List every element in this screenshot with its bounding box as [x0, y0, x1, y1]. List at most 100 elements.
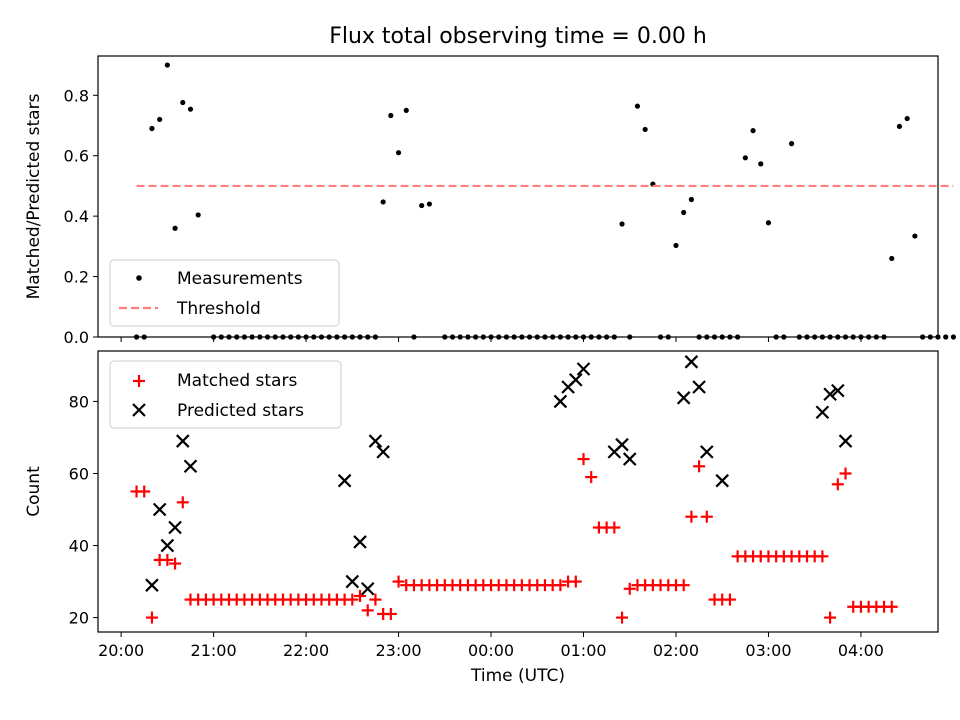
measurement-point	[781, 334, 787, 340]
measurement-point	[542, 334, 548, 340]
measurement-point	[950, 334, 957, 340]
legend-frame	[109, 360, 342, 429]
predicted-star-point	[168, 520, 182, 535]
measurement-point	[919, 334, 926, 340]
measurement-point	[326, 334, 332, 340]
x-tick-label: 00:00	[468, 641, 514, 660]
measurement-point	[157, 116, 163, 123]
measurement-point	[349, 334, 355, 340]
axes-frame	[97, 55, 939, 338]
measurement-point	[765, 220, 772, 226]
measurement-point	[580, 334, 587, 340]
predicted-star-point	[553, 394, 568, 409]
x-tick-label: 22:00	[283, 641, 329, 660]
measurement-point	[719, 334, 725, 340]
measurement-point	[896, 123, 903, 130]
legend-matched-marker	[133, 375, 145, 387]
matched-star-point	[677, 579, 690, 592]
x-tick-label: 21:00	[191, 641, 237, 660]
measurement-point	[149, 125, 155, 132]
legend-threshold-label: Threshold	[176, 299, 261, 319]
measurement-point	[758, 161, 764, 167]
predicted-star-point	[692, 380, 706, 394]
matched-star-point	[169, 557, 182, 570]
measurement-point	[927, 334, 933, 340]
predicted-star-point	[684, 355, 699, 369]
predicted-star-point	[337, 473, 352, 488]
x-tick-label: 20:00	[98, 641, 144, 660]
measurement-point	[943, 334, 949, 340]
axes-frame	[97, 350, 939, 633]
measurement-point	[180, 99, 186, 106]
matched-star-point	[161, 553, 174, 566]
measurement-point	[681, 209, 687, 216]
measurement-point	[804, 334, 810, 340]
measurement-point	[388, 112, 394, 119]
predicted-star-point	[576, 362, 591, 376]
measurement-point	[673, 242, 679, 249]
measurement-point	[866, 334, 872, 340]
predicted-star-point	[700, 445, 714, 459]
measurement-point	[858, 334, 864, 340]
matched-star-point	[138, 485, 151, 498]
measurement-point	[519, 334, 525, 340]
measurement-point	[380, 199, 386, 205]
measurement-point	[634, 103, 641, 109]
predicted-star-point	[815, 405, 830, 420]
predicted-star-point	[823, 387, 837, 402]
measurement-point	[711, 334, 718, 340]
measurement-point	[588, 334, 594, 340]
predicted-star-point	[175, 434, 190, 448]
measurement-point	[688, 196, 694, 203]
matched-star-point	[693, 460, 706, 473]
predicted-star-point	[676, 391, 691, 405]
measurement-point	[488, 334, 494, 340]
predicted-star-point	[145, 578, 159, 592]
measurement-point	[372, 334, 379, 340]
measurement-point	[619, 221, 625, 227]
predicted-star-point	[715, 473, 729, 488]
measurement-point	[503, 334, 510, 340]
predicted-star-point	[152, 502, 167, 517]
measurement-point	[557, 334, 563, 340]
measurement-point	[234, 334, 240, 340]
measurement-point	[187, 106, 194, 112]
predicted-star-point	[160, 538, 175, 553]
measurement-point	[226, 334, 232, 340]
measurement-point	[288, 334, 294, 340]
predicted-star-point	[838, 434, 853, 448]
matched-star-point	[176, 496, 189, 509]
measurement-point	[788, 141, 795, 147]
y-tick-label: 0.8	[64, 86, 89, 105]
measurement-point	[496, 334, 502, 340]
predicted-star-point	[831, 383, 845, 398]
measurement-point	[164, 62, 170, 68]
y-tick-label: 60	[69, 464, 89, 483]
matched-star-point	[577, 453, 590, 466]
measurement-point	[210, 334, 217, 340]
matched-star-point	[346, 593, 359, 606]
measurement-point	[218, 334, 224, 340]
predicted-star-point	[353, 535, 367, 549]
measurement-point	[195, 212, 201, 218]
measurement-point	[365, 334, 371, 340]
measurement-point	[657, 334, 664, 340]
matched-star-point	[392, 575, 405, 588]
legend-measurements-label: Measurements	[177, 269, 303, 289]
measurement-point	[403, 107, 409, 113]
predicted-star-point	[183, 459, 198, 474]
measurement-point	[842, 334, 849, 340]
measurement-point	[665, 334, 671, 340]
measurement-point	[596, 334, 602, 340]
measurement-point	[480, 334, 486, 340]
predicted-star-point	[622, 452, 637, 466]
measurement-point	[889, 255, 895, 262]
y-tick-label: 0.4	[64, 207, 89, 226]
measurement-point	[172, 225, 178, 231]
measurement-point	[357, 334, 363, 340]
measurement-point	[742, 155, 748, 161]
measurement-point	[272, 334, 278, 340]
predicted-star-point	[345, 574, 360, 589]
x-tick-label: 23:00	[375, 641, 421, 660]
measurement-point	[419, 202, 425, 209]
